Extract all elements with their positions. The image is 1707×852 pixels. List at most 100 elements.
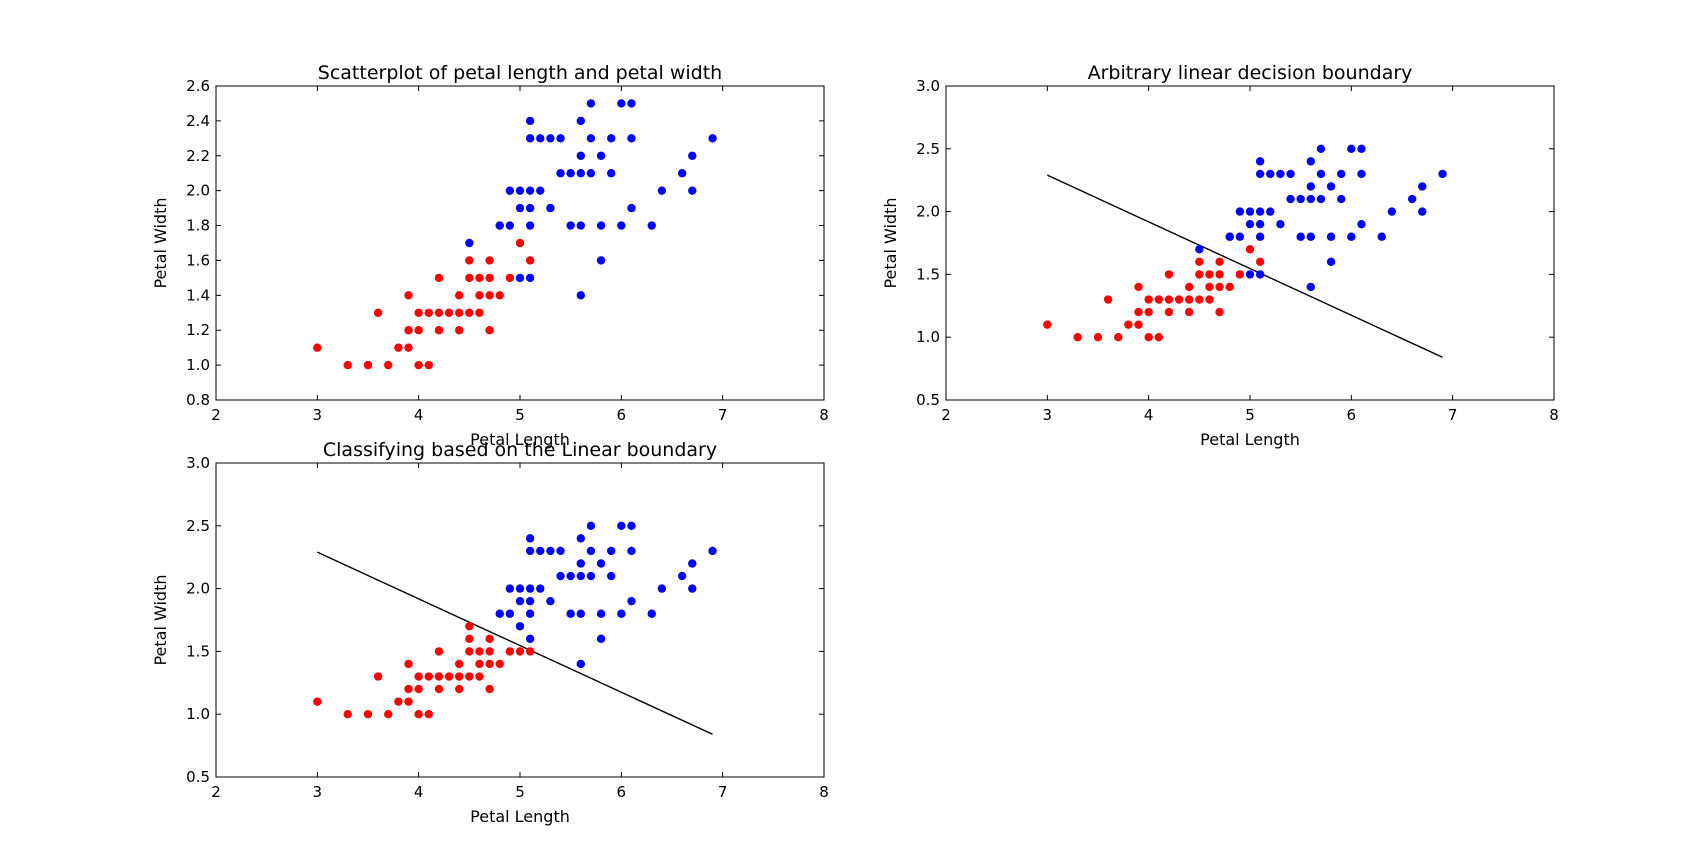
data-point bbox=[1266, 169, 1275, 179]
data-point bbox=[546, 596, 555, 606]
data-point bbox=[444, 672, 454, 681]
data-point bbox=[1255, 207, 1265, 216]
data-point bbox=[313, 343, 322, 352]
data-point bbox=[576, 659, 585, 669]
data-point bbox=[414, 360, 423, 370]
data-point bbox=[525, 546, 535, 556]
data-point bbox=[414, 710, 423, 719]
data-point bbox=[1326, 232, 1336, 241]
data-point bbox=[363, 360, 373, 370]
data-point bbox=[525, 647, 535, 656]
y-tick-label: 2.6 bbox=[186, 77, 210, 95]
data-point bbox=[677, 571, 687, 581]
y-tick-label: 1.8 bbox=[186, 217, 210, 235]
data-point bbox=[556, 571, 565, 581]
data-point bbox=[434, 684, 444, 694]
data-point bbox=[485, 647, 494, 656]
data-point bbox=[708, 546, 717, 556]
data-point bbox=[617, 521, 626, 530]
data-point bbox=[384, 360, 393, 370]
data-point bbox=[1407, 194, 1417, 204]
data-point bbox=[1174, 295, 1184, 304]
data-point bbox=[576, 559, 585, 568]
series-1 bbox=[313, 622, 535, 719]
data-point bbox=[485, 291, 494, 300]
y-tick-label: 2.0 bbox=[916, 203, 940, 221]
data-point bbox=[1296, 194, 1305, 204]
subplot-title: Arbitrary linear decision boundary bbox=[1088, 62, 1413, 84]
data-point bbox=[586, 546, 596, 556]
data-point bbox=[1337, 169, 1346, 179]
data-point bbox=[586, 134, 596, 143]
data-point bbox=[1215, 282, 1224, 292]
data-point bbox=[1124, 320, 1133, 329]
data-point bbox=[1357, 219, 1366, 229]
y-tick-label: 3.0 bbox=[916, 77, 940, 95]
data-point bbox=[1245, 270, 1255, 279]
data-point bbox=[566, 571, 575, 581]
data-point bbox=[657, 584, 667, 593]
data-point bbox=[1043, 320, 1052, 329]
data-point bbox=[688, 559, 697, 568]
data-point bbox=[1215, 270, 1224, 279]
data-point bbox=[586, 99, 596, 108]
x-tick-label: 3 bbox=[1043, 406, 1053, 424]
data-point bbox=[1103, 295, 1113, 304]
x-axis-label: Petal Length bbox=[470, 807, 570, 826]
y-tick-label: 1.4 bbox=[186, 286, 210, 304]
data-point bbox=[404, 697, 413, 706]
data-point bbox=[1286, 194, 1295, 204]
y-tick-label: 1.6 bbox=[186, 251, 210, 269]
y-tick-label: 2.0 bbox=[186, 580, 210, 598]
decision-boundary-line bbox=[1047, 174, 1443, 358]
data-point bbox=[465, 672, 474, 681]
data-point bbox=[596, 256, 606, 265]
data-point bbox=[465, 238, 474, 248]
data-point bbox=[1326, 257, 1336, 267]
data-point bbox=[475, 647, 484, 656]
data-point bbox=[475, 672, 484, 681]
data-point bbox=[1316, 144, 1326, 153]
data-point bbox=[515, 596, 525, 606]
data-point bbox=[495, 221, 504, 230]
data-point bbox=[424, 672, 433, 681]
data-point bbox=[1306, 232, 1316, 241]
data-point bbox=[1195, 270, 1204, 279]
data-point bbox=[1326, 182, 1336, 191]
data-point bbox=[1185, 282, 1194, 292]
data-point bbox=[455, 684, 464, 694]
data-point bbox=[1144, 295, 1153, 304]
data-point bbox=[1255, 219, 1265, 229]
data-point bbox=[1235, 207, 1245, 216]
data-point bbox=[515, 647, 525, 656]
data-point bbox=[404, 684, 413, 694]
data-point bbox=[414, 672, 423, 681]
data-point bbox=[525, 273, 535, 283]
data-point bbox=[1185, 295, 1194, 304]
data-point bbox=[424, 360, 433, 370]
data-point bbox=[1144, 307, 1153, 317]
data-point bbox=[1205, 295, 1214, 304]
data-point bbox=[576, 169, 585, 178]
data-point bbox=[1245, 207, 1255, 216]
data-point bbox=[1276, 219, 1285, 229]
data-point bbox=[1316, 169, 1326, 179]
data-point bbox=[1144, 333, 1153, 342]
y-axis-label: Petal Width bbox=[151, 197, 170, 288]
data-point bbox=[515, 203, 525, 213]
data-point bbox=[1306, 157, 1316, 166]
data-point bbox=[627, 99, 636, 108]
data-point bbox=[525, 134, 535, 143]
data-point bbox=[485, 684, 494, 694]
y-tick-label: 2.2 bbox=[186, 147, 210, 165]
axes-frame bbox=[215, 462, 825, 778]
data-point bbox=[688, 151, 697, 160]
data-point bbox=[525, 256, 535, 265]
data-point bbox=[1255, 169, 1265, 179]
data-point bbox=[414, 684, 423, 694]
x-tick-label: 6 bbox=[1347, 406, 1357, 424]
data-point bbox=[525, 634, 535, 644]
data-point bbox=[1245, 245, 1255, 254]
data-point bbox=[495, 659, 504, 669]
data-point bbox=[1387, 207, 1397, 216]
